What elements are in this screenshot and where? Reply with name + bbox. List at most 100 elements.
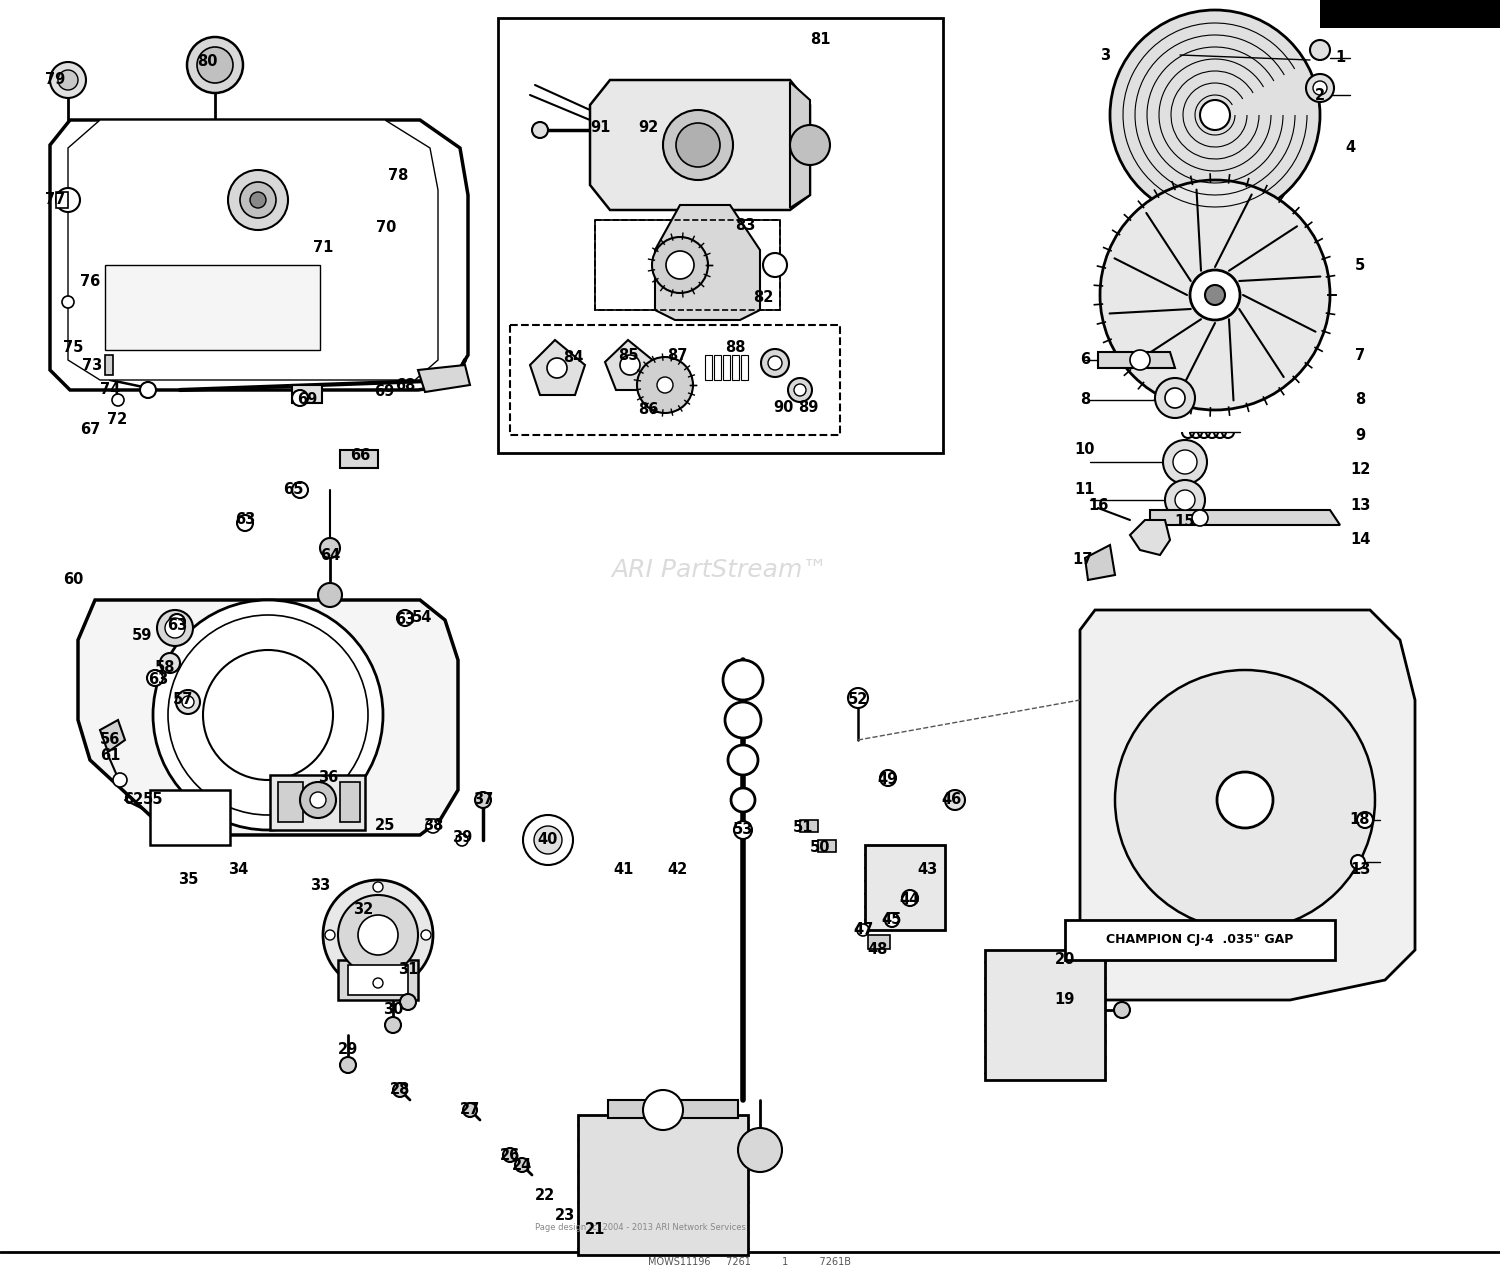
Text: 43: 43 [918, 862, 938, 877]
Text: 19: 19 [1054, 992, 1076, 1007]
Polygon shape [1130, 520, 1170, 555]
Text: 24: 24 [512, 1158, 532, 1173]
Text: 35: 35 [178, 872, 198, 887]
Text: 87: 87 [668, 348, 687, 362]
Circle shape [358, 915, 398, 955]
Circle shape [945, 790, 964, 810]
Text: 51: 51 [792, 821, 813, 835]
Text: 16: 16 [1088, 497, 1108, 513]
Text: 78: 78 [388, 167, 408, 182]
Circle shape [638, 357, 693, 413]
Text: 50: 50 [810, 840, 831, 856]
Text: 30: 30 [382, 1002, 404, 1017]
Bar [596, 221, 780, 310]
Circle shape [202, 650, 333, 780]
Text: 13: 13 [1350, 862, 1370, 877]
Text: 14: 14 [1350, 533, 1370, 547]
Text: 33: 33 [310, 877, 330, 892]
Circle shape [50, 62, 86, 98]
Bar [732, 354, 740, 380]
Text: 7: 7 [1354, 348, 1365, 362]
Circle shape [168, 615, 368, 815]
Circle shape [160, 653, 180, 673]
Circle shape [1100, 180, 1330, 411]
Circle shape [1352, 856, 1365, 870]
Text: 75: 75 [63, 340, 82, 356]
Circle shape [56, 187, 80, 212]
Text: 60: 60 [63, 572, 82, 588]
Text: 90: 90 [772, 400, 794, 416]
Text: 37: 37 [472, 793, 494, 807]
Text: 21: 21 [585, 1223, 604, 1238]
Circle shape [534, 826, 562, 854]
Text: 42: 42 [668, 862, 688, 877]
Circle shape [188, 37, 243, 93]
Bar [270, 775, 364, 830]
Bar [596, 221, 780, 310]
Circle shape [228, 170, 288, 230]
Circle shape [657, 377, 674, 393]
Circle shape [176, 690, 200, 714]
Circle shape [422, 929, 430, 940]
Circle shape [140, 382, 156, 398]
Circle shape [1173, 450, 1197, 474]
Text: 52: 52 [847, 692, 868, 708]
Circle shape [237, 515, 254, 530]
Bar [340, 450, 378, 468]
Bar [986, 950, 1106, 1080]
Circle shape [728, 745, 758, 775]
Text: 1: 1 [1335, 51, 1346, 65]
Text: 41: 41 [614, 862, 634, 877]
Text: 63: 63 [148, 672, 168, 687]
Text: ARI PartStream™: ARI PartStream™ [612, 558, 828, 581]
Text: 82: 82 [753, 291, 772, 306]
Circle shape [723, 660, 764, 700]
Circle shape [464, 1103, 477, 1117]
Circle shape [663, 110, 734, 180]
Bar [818, 840, 836, 852]
Circle shape [738, 1128, 782, 1172]
Text: 36: 36 [318, 770, 338, 785]
Bar [578, 1116, 748, 1255]
Circle shape [374, 978, 382, 988]
Polygon shape [1080, 609, 1414, 1000]
Circle shape [788, 377, 812, 402]
Bar [800, 820, 818, 833]
Circle shape [147, 669, 164, 686]
Text: 18: 18 [1350, 812, 1371, 827]
Circle shape [532, 122, 548, 138]
Bar [338, 960, 418, 1000]
Bar [498, 18, 944, 453]
Polygon shape [419, 365, 470, 391]
Text: 9: 9 [1354, 427, 1365, 442]
Text: 28: 28 [390, 1082, 410, 1098]
Text: 61: 61 [100, 747, 120, 762]
Circle shape [393, 1082, 406, 1096]
Text: 13: 13 [1350, 497, 1370, 513]
Circle shape [764, 252, 788, 277]
Circle shape [476, 792, 490, 808]
Polygon shape [530, 340, 585, 395]
Circle shape [1155, 377, 1196, 418]
Bar [340, 782, 360, 822]
Circle shape [1174, 490, 1196, 510]
Text: 56: 56 [100, 733, 120, 747]
Bar [56, 193, 68, 208]
Text: 74: 74 [100, 382, 120, 398]
Circle shape [847, 688, 868, 708]
Polygon shape [604, 340, 656, 390]
Circle shape [165, 618, 184, 638]
Circle shape [885, 913, 898, 927]
Text: 63: 63 [394, 612, 416, 627]
Text: 17: 17 [1072, 552, 1092, 567]
Circle shape [374, 882, 382, 892]
Text: 58: 58 [154, 660, 176, 676]
Circle shape [760, 349, 789, 377]
Circle shape [300, 782, 336, 819]
Text: 85: 85 [618, 348, 639, 362]
Circle shape [620, 354, 640, 375]
Circle shape [1190, 270, 1240, 320]
Circle shape [790, 125, 830, 164]
Polygon shape [100, 720, 124, 752]
Text: 45: 45 [882, 913, 902, 927]
